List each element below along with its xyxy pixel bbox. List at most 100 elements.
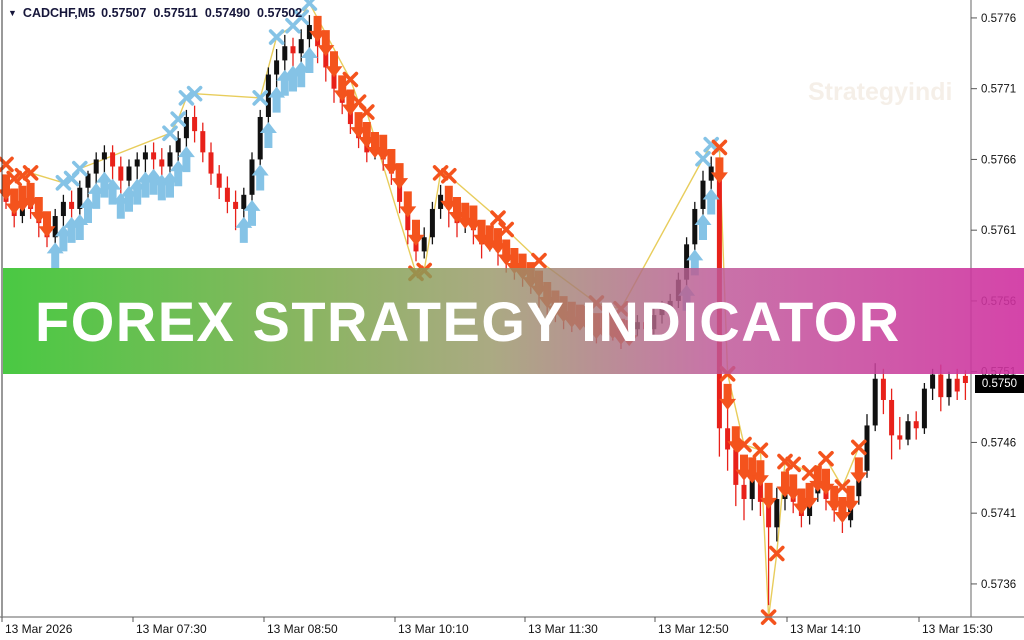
down-arrow-marker <box>792 488 810 515</box>
ohlc-readout: 0.57507 0.57511 0.57490 0.57502 <box>101 6 302 20</box>
candle <box>200 131 206 153</box>
candle <box>856 470 862 497</box>
pivot-x-marker <box>834 479 851 495</box>
candle <box>208 152 214 174</box>
candle <box>224 187 230 202</box>
faint-watermark: Strategyindi <box>808 78 953 106</box>
candle <box>864 425 870 471</box>
chevron-down-icon: ▼ <box>8 7 17 18</box>
time-axis-label: 13 Mar 08:50 <box>267 622 338 636</box>
candle <box>233 201 239 209</box>
down-arrow-marker <box>325 51 343 78</box>
pivot-x-marker <box>752 442 769 459</box>
down-arrow-marker <box>801 482 819 509</box>
symbol-timeframe-label: CADCHF,M5 <box>22 6 96 20</box>
promo-banner-overlay: FOREX STRATEGY INDICATOR <box>3 268 1024 374</box>
candle <box>766 501 772 528</box>
pivot-x-marker <box>490 210 506 226</box>
candle <box>290 46 296 54</box>
pivot-x-marker <box>55 175 72 191</box>
time-axis-label: 13 Mar 15:30 <box>922 622 993 636</box>
pivot-x-marker <box>818 450 834 467</box>
candle <box>298 39 304 54</box>
candle <box>93 159 99 174</box>
candle <box>741 484 747 500</box>
up-arrow-marker <box>694 214 712 241</box>
pivot-x-marker <box>432 165 449 181</box>
candle <box>85 173 91 188</box>
pivot-x-marker <box>531 252 547 269</box>
time-axis-label: 13 Mar 07:30 <box>136 622 207 636</box>
up-arrow-marker <box>702 188 720 215</box>
candle <box>151 152 157 160</box>
down-arrow-marker <box>727 426 745 453</box>
candle <box>725 428 731 450</box>
candle <box>880 378 886 400</box>
up-arrow-marker <box>300 47 318 74</box>
candle <box>183 116 189 139</box>
candle <box>774 499 780 528</box>
price-axis-label: 0.5771 <box>981 84 1016 96</box>
down-arrow-marker <box>710 157 728 184</box>
candle <box>429 208 435 238</box>
candle <box>913 421 919 429</box>
down-arrow-marker <box>38 211 56 238</box>
candle <box>897 435 903 440</box>
pivot-x-marker <box>359 104 375 120</box>
candle <box>692 208 698 245</box>
down-arrow-marker <box>13 185 31 212</box>
candle <box>257 116 263 160</box>
price-axis-label: 0.5736 <box>981 579 1016 591</box>
pivot-x-marker <box>785 456 801 473</box>
pivot-x-marker <box>851 439 867 456</box>
pivot-x-marker <box>170 111 186 127</box>
candle <box>684 244 690 280</box>
candle <box>69 201 75 209</box>
pivot-x-marker <box>441 167 457 184</box>
pivot-x-marker <box>695 150 711 167</box>
down-arrow-marker <box>407 219 425 246</box>
candle <box>872 378 878 426</box>
candle <box>216 173 222 188</box>
candle <box>241 194 247 209</box>
candle <box>101 152 107 160</box>
low-value: 0.57490 <box>204 6 251 20</box>
price-axis-label: 0.5776 <box>981 13 1016 25</box>
up-arrow-marker <box>686 249 704 276</box>
candle <box>282 46 288 61</box>
price-axis-label: 0.5746 <box>981 437 1016 449</box>
pivot-x-marker <box>736 436 752 453</box>
up-arrow-marker <box>145 168 163 195</box>
candle <box>175 138 181 153</box>
close-value: 0.57502 <box>257 6 303 20</box>
pivot-x-marker <box>72 160 88 177</box>
down-arrow-marker <box>850 457 868 484</box>
pivot-x-marker <box>703 136 719 153</box>
candle <box>930 374 936 389</box>
candle <box>938 374 944 398</box>
candle <box>167 152 173 167</box>
candle <box>110 152 116 167</box>
price-axis-label: 0.5741 <box>981 508 1016 520</box>
pivot-x-marker <box>711 139 728 156</box>
pivot-x-marker <box>498 221 514 238</box>
pivot-x-marker <box>342 71 359 88</box>
up-arrow-marker <box>95 171 113 198</box>
candle <box>962 375 968 383</box>
pivot-x-marker <box>162 125 178 142</box>
candle <box>946 378 952 398</box>
banner-title: FOREX STRATEGY INDICATOR <box>35 289 901 353</box>
down-arrow-marker <box>399 191 417 218</box>
price-axis-label: 0.5766 <box>981 154 1016 166</box>
candle <box>708 166 714 181</box>
pivot-x-marker <box>178 90 195 106</box>
price-axis-label: 0.5761 <box>981 225 1016 237</box>
pivot-x-marker <box>777 453 793 470</box>
candle <box>60 201 66 217</box>
candle <box>142 152 148 160</box>
candle <box>265 74 271 117</box>
candle <box>134 159 140 167</box>
pivot-x-marker <box>301 0 318 11</box>
up-arrow-marker <box>251 164 269 191</box>
